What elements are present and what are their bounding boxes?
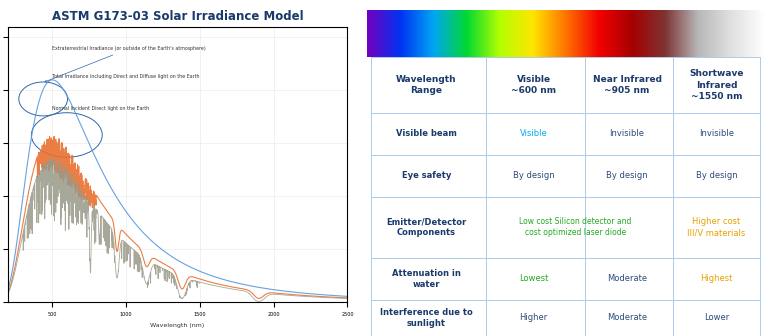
Text: Normal Incident Direct light on the Earth: Normal Incident Direct light on the Eart… — [52, 106, 149, 111]
Text: Interference due to
sunlight: Interference due to sunlight — [380, 308, 472, 328]
Text: Extraterrestrial Irradiance (or outside of the Earth's atmosphere): Extraterrestrial Irradiance (or outside … — [45, 46, 206, 82]
Text: Eye safety: Eye safety — [401, 171, 451, 180]
Text: Emitter/Detector
Components: Emitter/Detector Components — [386, 217, 466, 237]
Text: Higher cost
III/V materials: Higher cost III/V materials — [687, 217, 746, 237]
Text: Visible
~600 nm: Visible ~600 nm — [511, 75, 557, 95]
Text: By design: By design — [606, 171, 648, 180]
Text: Lower: Lower — [704, 313, 730, 322]
Text: Invisible: Invisible — [699, 129, 734, 138]
Text: Low cost Silicon detector and
cost optimized laser diode: Low cost Silicon detector and cost optim… — [520, 217, 631, 237]
Text: Moderate: Moderate — [607, 274, 647, 283]
Text: Total Irradiance including Direct and Diffuse light on the Earth: Total Irradiance including Direct and Di… — [52, 74, 199, 79]
Text: Lowest: Lowest — [519, 274, 548, 283]
Text: Visible: Visible — [520, 129, 547, 138]
Title: ASTM G173-03 Solar Irradiance Model: ASTM G173-03 Solar Irradiance Model — [52, 10, 303, 23]
Text: Shortwave
Infrared
~1550 nm: Shortwave Infrared ~1550 nm — [689, 70, 743, 100]
Text: Attenuation in
water: Attenuation in water — [392, 269, 461, 289]
Text: By design: By design — [696, 171, 737, 180]
Text: Wavelength
Range: Wavelength Range — [396, 75, 457, 95]
Text: Highest: Highest — [700, 274, 733, 283]
Text: Near Infrared
~905 nm: Near Infrared ~905 nm — [593, 75, 662, 95]
Text: Visible beam: Visible beam — [396, 129, 457, 138]
Text: Higher: Higher — [520, 313, 548, 322]
Text: Moderate: Moderate — [607, 313, 647, 322]
X-axis label: Wavelength (nm): Wavelength (nm) — [151, 323, 205, 328]
Text: By design: By design — [513, 171, 554, 180]
Text: Invisible: Invisible — [610, 129, 645, 138]
